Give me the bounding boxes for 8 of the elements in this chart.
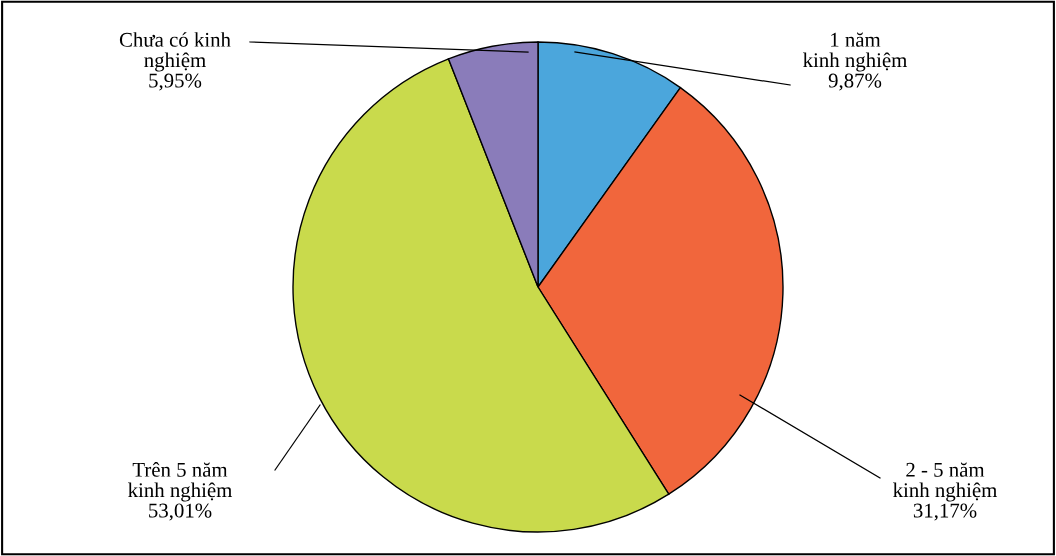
data-label: 53,01% [149, 503, 212, 521]
slice-label: 2 - 5 năm kinh nghiệm [893, 462, 998, 502]
data-label: 5,95% [149, 73, 202, 91]
slice-label: Chưa có kinh nghiệm [119, 32, 231, 72]
slice-label: 1 năm kinh nghiệm [803, 32, 908, 72]
slice-label: Trên 5 năm kinh nghiệm [128, 462, 233, 502]
data-label: 31,17% [913, 503, 977, 521]
data-label: 9,87% [828, 73, 882, 91]
